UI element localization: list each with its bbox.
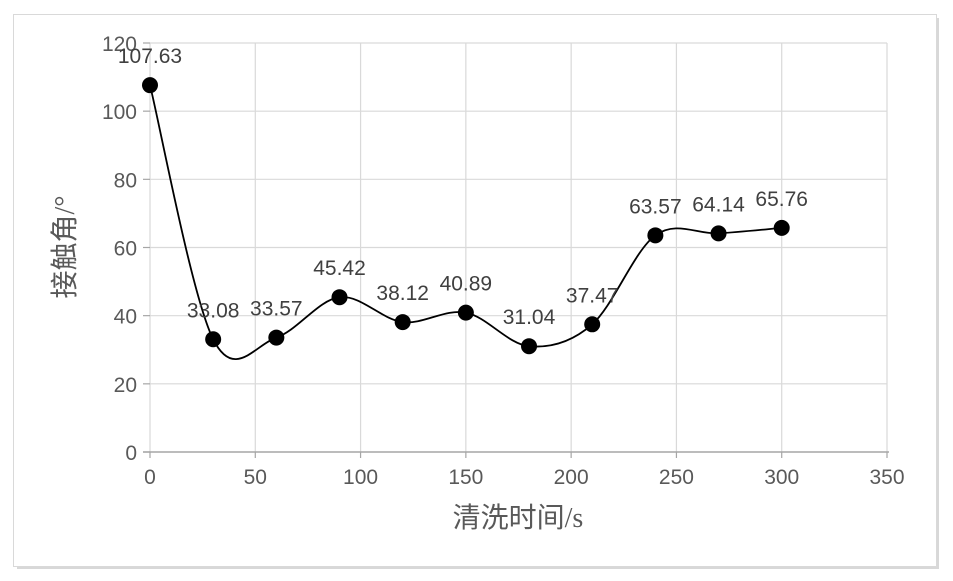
- y-tick-label: 20: [114, 374, 137, 397]
- data-point-label: 45.42: [313, 257, 366, 280]
- data-point-marker: [142, 77, 158, 94]
- data-point-marker: [521, 338, 538, 355]
- x-tick-label: 0: [144, 466, 156, 489]
- x-tick-label: 50: [244, 466, 267, 489]
- line-series: [142, 77, 790, 361]
- data-point-marker: [773, 219, 790, 236]
- data-point-label: 31.04: [503, 306, 556, 329]
- data-point-marker: [584, 316, 601, 333]
- y-tick-label: 80: [114, 169, 137, 192]
- x-tick-label: 250: [659, 466, 694, 489]
- data-point-marker: [647, 227, 664, 244]
- x-tick-label: 300: [764, 466, 799, 489]
- data-point-label: 40.89: [440, 273, 493, 296]
- gridlines: [149, 42, 888, 452]
- chart-frame: [13, 14, 937, 567]
- y-tick-label: 40: [114, 306, 137, 329]
- data-point-marker: [457, 304, 474, 321]
- data-point-label: 33.08: [187, 299, 240, 322]
- x-tick-label: 100: [343, 466, 378, 489]
- data-point-marker: [268, 329, 285, 346]
- data-labels: 107.63 33.08 33.57 45.42 38.12 40.89 31.04 37.4…: [118, 45, 808, 329]
- y-tick-label: 100: [102, 101, 137, 124]
- x-tick-label: 150: [448, 466, 483, 489]
- y-tick-label: 0: [125, 442, 137, 465]
- data-point-label: 37.47: [566, 284, 619, 307]
- y-tick-label: 120: [102, 33, 137, 56]
- axes: [143, 42, 889, 458]
- data-point-label: 38.12: [376, 282, 429, 305]
- x-tick-label: 200: [554, 466, 589, 489]
- x-tick-label: 350: [869, 466, 904, 489]
- data-point-label: 33.57: [250, 298, 303, 321]
- x-axis-title: 清洗时间/s: [453, 502, 584, 534]
- data-point-marker: [205, 331, 222, 348]
- tick-labels: 0 50 100 150 200 250 300 350 0 20 40 60 80 100 120: [102, 33, 905, 489]
- data-point-marker: [394, 314, 411, 331]
- y-tick-label: 60: [114, 238, 137, 261]
- data-point-label: 65.76: [755, 188, 808, 211]
- data-point-label: 63.57: [629, 195, 682, 218]
- data-point-label: 107.63: [118, 45, 182, 68]
- y-axis-title: 接触角/°: [49, 196, 81, 299]
- data-point-label: 64.14: [692, 193, 745, 216]
- data-point-marker: [710, 225, 727, 242]
- data-point-marker: [331, 289, 348, 306]
